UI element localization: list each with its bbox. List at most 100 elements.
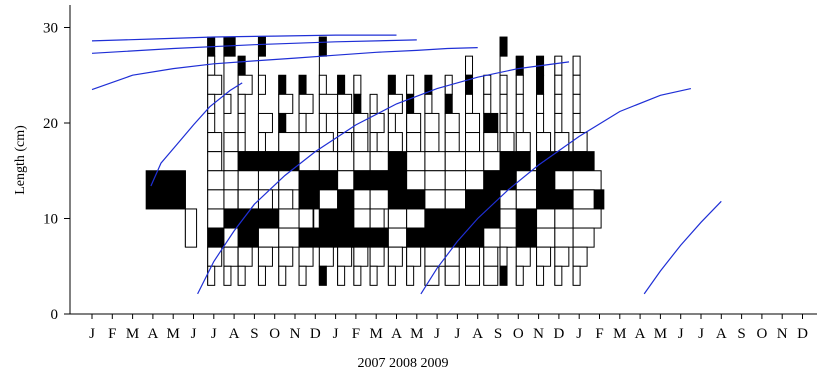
histogram-bar — [536, 246, 552, 267]
histogram-bar — [406, 74, 415, 95]
histogram-bar — [572, 151, 595, 172]
histogram-bar — [499, 132, 515, 153]
histogram-bar — [353, 246, 369, 267]
histogram-bar — [353, 132, 369, 153]
x-tick-label: S — [494, 326, 502, 342]
histogram-bar — [369, 208, 385, 229]
histogram-bar — [572, 93, 581, 114]
histogram-bar — [257, 112, 273, 134]
histogram-bar — [515, 93, 524, 114]
histogram-bar — [207, 265, 216, 286]
histogram-bar — [257, 189, 273, 210]
histogram-bar — [465, 132, 481, 153]
histogram-bar — [257, 246, 273, 267]
histogram-bar — [536, 265, 545, 286]
histogram-bar — [298, 132, 321, 153]
histogram-bar — [318, 265, 327, 286]
histogram-bar — [554, 74, 563, 95]
histogram-bar — [298, 74, 307, 95]
x-tick-label: N — [777, 326, 788, 342]
x-tick-label: M — [613, 326, 626, 342]
histogram-bar — [499, 265, 508, 286]
x-tick-label: D — [553, 326, 564, 342]
histogram-bar — [387, 246, 403, 267]
histogram-bar — [278, 132, 301, 153]
x-tick-label: S — [250, 326, 258, 342]
histogram-bar — [515, 246, 531, 267]
histogram-bar — [207, 132, 223, 153]
histogram-bar — [406, 112, 422, 134]
histogram-bar — [444, 151, 467, 172]
histogram-bar — [444, 189, 467, 210]
histogram-bar — [278, 74, 287, 95]
histogram-bar — [444, 112, 460, 134]
x-tick-label: M — [370, 326, 383, 342]
histogram-bar — [406, 265, 415, 286]
x-axis-title: 2007 2008 2009 — [358, 356, 449, 371]
x-tick-label: A — [472, 326, 483, 342]
histogram-bar — [353, 74, 362, 95]
histogram-bar — [237, 132, 246, 153]
histogram-bar — [483, 74, 492, 95]
histogram-bar — [515, 74, 524, 95]
histogram-bar — [465, 55, 474, 76]
x-tick-label: J — [454, 326, 460, 342]
growth-curve-line — [91, 47, 478, 91]
histogram-bar — [353, 265, 362, 286]
histogram-bar — [387, 112, 396, 134]
histogram-bar — [278, 112, 287, 134]
histogram-bar — [554, 112, 563, 134]
histogram-bar — [223, 132, 239, 153]
histogram-bar — [554, 246, 570, 267]
histogram-bar — [444, 93, 453, 114]
growth-curve-line — [197, 61, 570, 295]
x-tick-label: J — [89, 326, 95, 342]
histogram-bar — [237, 189, 260, 210]
histogram-bar — [207, 112, 216, 134]
x-tick-label: M — [167, 326, 180, 342]
x-tick-label: J — [434, 326, 440, 342]
histogram-bar — [318, 74, 327, 95]
histogram-bar — [554, 265, 563, 286]
histogram-bar — [387, 74, 396, 95]
histogram-bar — [536, 112, 545, 134]
y-tick-label: 30 — [43, 21, 58, 37]
histogram-bar — [369, 265, 378, 286]
x-tick-label: D — [797, 326, 808, 342]
histogram-bar — [554, 93, 563, 114]
histogram-bar — [465, 265, 481, 286]
histogram-bar — [318, 132, 334, 153]
histogram-bar — [572, 170, 602, 191]
y-axis-title: Length (cm) — [13, 125, 28, 195]
x-tick-label: F — [352, 326, 360, 342]
axes-layer — [69, 5, 817, 315]
histogram-bar — [298, 246, 314, 267]
histogram-bar — [337, 265, 346, 286]
histogram-bar — [483, 112, 499, 134]
x-tick-label: F — [595, 326, 603, 342]
histogram-bar — [369, 93, 378, 114]
histogram-bar — [424, 112, 440, 134]
histogram-bar — [387, 265, 396, 286]
y-tick-label: 20 — [43, 116, 58, 132]
histogram-bar — [424, 189, 447, 210]
x-tick-label: N — [290, 326, 301, 342]
histogram-bar — [337, 74, 346, 95]
histogram-bar — [572, 189, 595, 210]
histogram-bar — [278, 265, 287, 286]
histogram-bar — [223, 246, 239, 267]
histogram-bar — [207, 246, 223, 267]
x-tick-label: A — [391, 326, 402, 342]
growth-curve-line — [91, 34, 397, 42]
histogram-bar — [278, 227, 301, 248]
x-tick-label: O — [513, 326, 524, 342]
histogram-bar — [444, 265, 460, 286]
histogram-bar — [257, 265, 266, 286]
histogram-bar — [257, 36, 266, 57]
histogram-bar — [257, 170, 280, 191]
histogram-bar — [515, 265, 524, 286]
x-tick-label: F — [108, 326, 116, 342]
y-tick-group: 0 10 20 30 — [43, 21, 70, 323]
x-tick-label: J — [698, 326, 704, 342]
